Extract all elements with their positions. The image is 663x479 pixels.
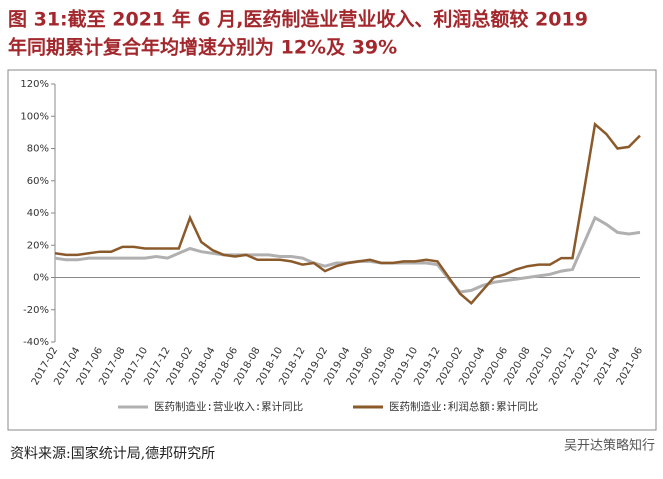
y-tick-label: 100% <box>20 111 49 122</box>
legend-label: 医药制造业:利润总额:累计同比 <box>389 400 538 413</box>
y-tick-label: -20% <box>23 305 49 316</box>
legend-label: 医药制造业:营业收入:累计同比 <box>154 400 303 413</box>
y-tick-label: -40% <box>23 337 49 348</box>
chart-title: 年同期累计复合年均增速分别为 12%及 39% <box>8 36 397 59</box>
y-tick-label: 80% <box>27 144 49 155</box>
y-tick-label: 60% <box>27 176 49 187</box>
y-tick-label: 40% <box>27 208 49 219</box>
y-tick-label: 120% <box>20 79 49 90</box>
series-line <box>54 121 641 306</box>
source: 资料来源:国家统计局,德邦研究所 <box>10 445 215 462</box>
watermark: 吴开达策略知行 <box>564 438 655 454</box>
series-line <box>54 215 641 294</box>
chart-title: 图 31:截至 2021 年 6 月,医药制造业营业收入、利润总额较 2019 <box>8 8 588 31</box>
y-tick-label: 0% <box>33 273 49 284</box>
chart-frame <box>7 69 657 431</box>
y-tick-label: 20% <box>27 240 49 251</box>
